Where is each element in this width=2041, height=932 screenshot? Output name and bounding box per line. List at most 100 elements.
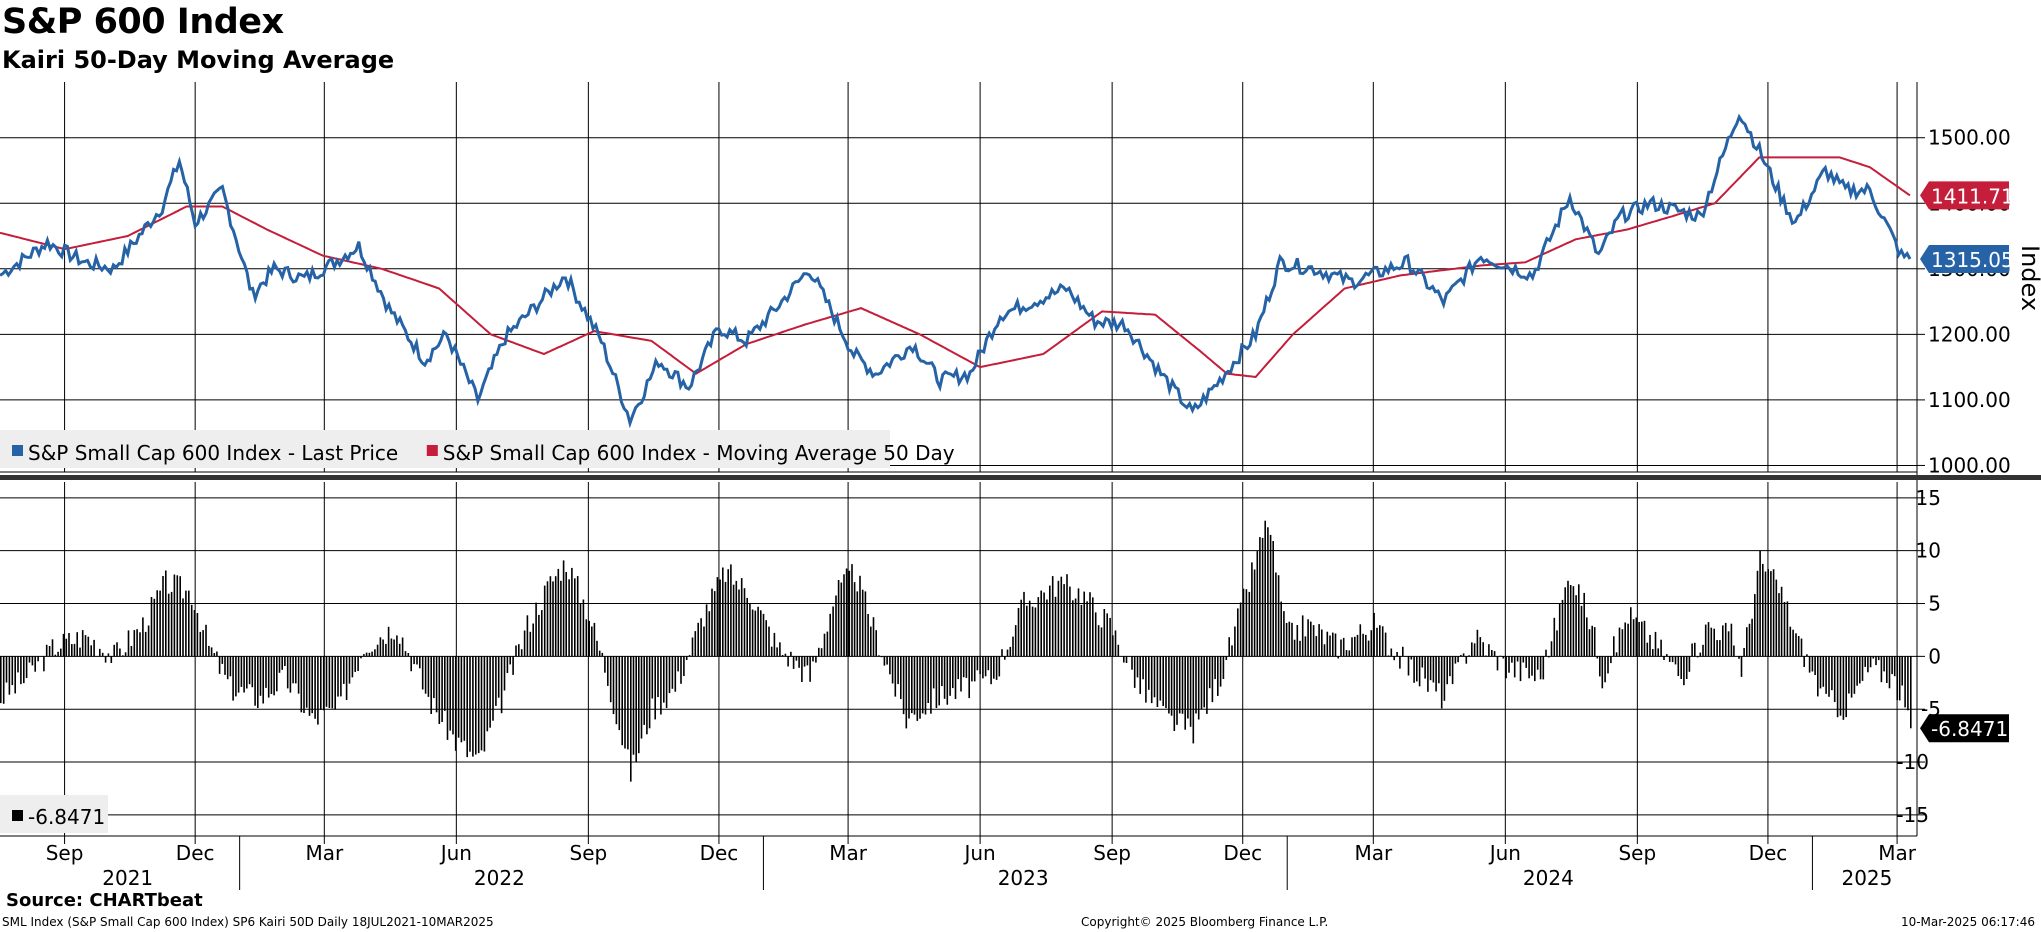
kairi-bar <box>1488 644 1490 657</box>
kairi-bar <box>1321 629 1323 657</box>
kairi-bar <box>1176 656 1178 725</box>
kairi-bar <box>113 644 115 657</box>
kairi-bar <box>110 656 113 663</box>
legend-swatch <box>12 810 23 821</box>
kairi-bar <box>651 656 654 699</box>
kairi-bar <box>803 656 806 667</box>
kairi-bar <box>1663 656 1665 660</box>
kairi-bar <box>677 656 679 672</box>
kairi-bar <box>1089 592 1091 657</box>
kairi-bar <box>1654 631 1657 657</box>
kairi-bar <box>37 656 39 662</box>
kairi-bar <box>1845 656 1847 718</box>
x-year-label: 2022 <box>474 866 525 890</box>
kairi-bar <box>1516 656 1519 662</box>
kairi-bar <box>1778 593 1780 657</box>
kairi-bar <box>142 617 144 657</box>
kairi-bar <box>1707 622 1710 657</box>
kairi-bar <box>1677 656 1680 676</box>
kairi-bar <box>760 610 762 657</box>
kairi-bar <box>829 613 831 657</box>
kairi-bar <box>1694 642 1696 657</box>
kairi-bar <box>1586 617 1588 657</box>
kairi-bar <box>1525 656 1527 668</box>
kairi-bar <box>1418 656 1421 687</box>
kairi-bar <box>374 649 376 657</box>
kairi-bar <box>345 656 348 700</box>
kairi-bar <box>1348 650 1351 657</box>
kairi-bar <box>1513 656 1516 678</box>
legend-label: -6.8471 <box>28 805 105 829</box>
legend-label: S&P Small Cap 600 Index - Last Price <box>28 441 398 465</box>
kairi-bar <box>60 648 62 657</box>
kairi-bar <box>1875 656 1877 666</box>
kairi-bar <box>170 591 173 657</box>
kairi-bar <box>618 656 621 731</box>
kairi-bar <box>1473 643 1476 657</box>
x-month-label: Mar <box>1354 841 1393 865</box>
kairi-bar <box>1482 642 1484 657</box>
kairi-bar <box>360 656 362 659</box>
kairi-bar <box>1228 637 1230 657</box>
kairi-bar <box>1285 623 1288 657</box>
kairi-bar <box>635 656 637 763</box>
kairi-bar <box>730 564 732 657</box>
kairi-bar <box>1545 649 1547 657</box>
kairi-bar <box>1451 656 1454 685</box>
kairi-bar <box>348 656 351 684</box>
kairi-bar <box>1001 649 1003 657</box>
kairi-bar <box>743 588 746 657</box>
kairi-bar <box>1772 569 1775 657</box>
kairi-bar <box>1334 633 1337 657</box>
kairi-bar <box>1237 608 1239 657</box>
kairi-bar <box>1449 656 1451 677</box>
kairi-bar <box>34 656 36 672</box>
kairi-bar <box>630 656 632 782</box>
kairi-bar <box>104 656 107 663</box>
kairi-bar <box>278 656 281 673</box>
kairi-bar <box>1856 656 1858 686</box>
kairi-bar <box>124 652 127 657</box>
kairi-bar <box>1877 656 1880 661</box>
chart-title: S&P 600 Index <box>2 2 284 42</box>
kairi-bar <box>1780 586 1783 657</box>
price-gridlines <box>0 82 1917 472</box>
kairi-bar <box>444 656 446 711</box>
kairi-bar <box>954 656 957 699</box>
kairi-bar <box>1652 649 1654 657</box>
kairi-bar <box>1136 656 1139 678</box>
kairi-bar <box>568 579 570 657</box>
kairi-bar <box>1556 630 1558 657</box>
kairi-bar <box>199 631 202 657</box>
kairi-bar <box>529 631 532 657</box>
kairi-bar <box>424 656 427 694</box>
kairi-bar <box>1462 653 1465 657</box>
kairi-bar <box>1638 622 1640 657</box>
kairi-bar <box>582 599 585 657</box>
kairi-bar <box>632 656 635 755</box>
kairi-bar <box>1591 625 1593 657</box>
kairi-bar <box>1601 656 1604 689</box>
kairi-bar <box>1696 656 1699 658</box>
kairi-bar <box>1702 644 1704 657</box>
kairi-bar <box>738 589 740 657</box>
kairi-bar <box>130 646 133 657</box>
kairi-bar <box>665 656 668 708</box>
kairi-bar <box>1569 585 1572 657</box>
kairi-bar <box>1819 656 1822 689</box>
kairi-bar <box>1245 589 1248 657</box>
kairi-bar <box>351 656 354 678</box>
kairi-bar <box>1643 620 1646 657</box>
kairi-bar <box>1575 595 1577 657</box>
kairi-bar <box>1432 656 1435 683</box>
kairi-bar <box>416 656 418 665</box>
kairi-bar <box>1519 656 1522 682</box>
kairi-bar <box>500 656 503 714</box>
kairi-bar <box>1396 652 1398 657</box>
kairi-bar <box>407 653 410 657</box>
kairi-bar <box>1239 602 1242 657</box>
kairi-bar <box>1189 656 1192 727</box>
kairi-bar <box>1123 656 1125 663</box>
kairi-bar <box>859 575 861 657</box>
kairi-bar <box>837 580 840 657</box>
